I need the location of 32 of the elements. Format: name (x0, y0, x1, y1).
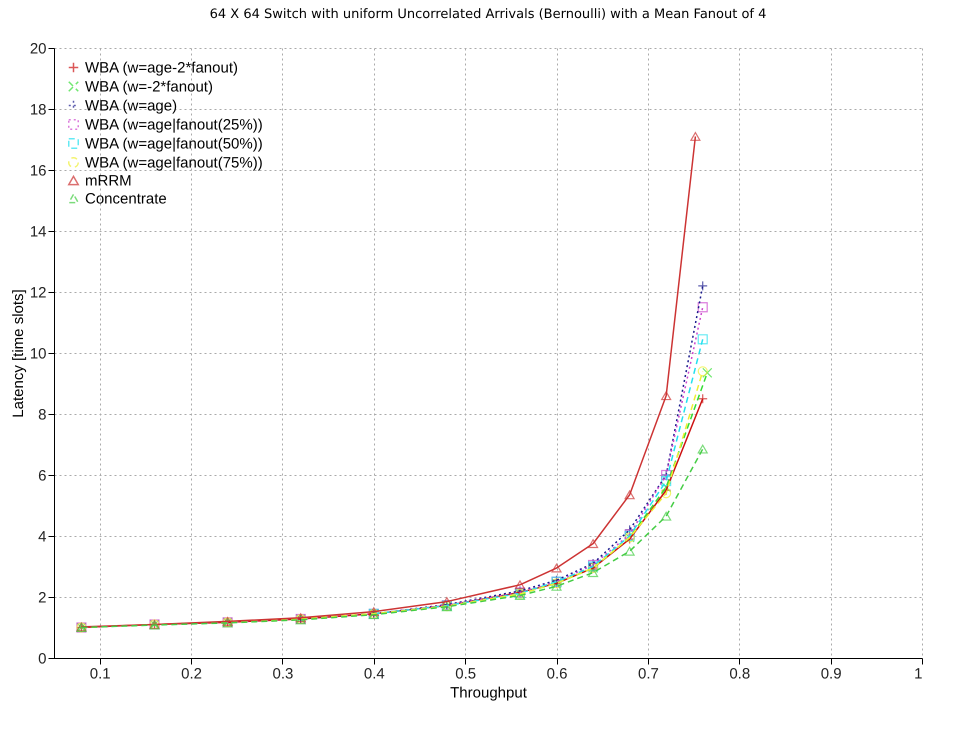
y-tick-label: 18 (30, 102, 46, 118)
x-tick-label: 0.8 (729, 666, 750, 682)
y-tick-label: 2 (38, 590, 46, 606)
y-tick-label: 12 (30, 284, 46, 302)
x-axis-title: Throughput (450, 684, 528, 702)
legend-label: WBA (w=age|fanout(25%)) (85, 116, 263, 134)
chart-title: 64 X 64 Switch with uniform Uncorrelated Arrivals (Bernoulli) with a Mean Fanout of 4 (210, 7, 766, 22)
legend-label: WBA (w=age-2*fanout) (85, 60, 238, 76)
legend-label: Concentrate (85, 190, 167, 208)
legend-label: WBA (w=age|fanout(50%)) (85, 136, 263, 152)
y-tick-label: 14 (30, 224, 46, 240)
y-tick-label: 16 (30, 162, 46, 180)
y-tick-label: 8 (38, 406, 46, 424)
y-tick-label: 10 (30, 346, 46, 362)
legend-label: mRRM (85, 172, 132, 190)
y-axis-title: Latency [time slots] (10, 289, 27, 418)
y-tick-label: 20 (30, 40, 46, 58)
legend-label: WBA (w=age) (85, 98, 178, 114)
x-tick-label: 0.3 (272, 666, 294, 682)
legend-label: WBA (w=age|fanout(75%)) (85, 154, 263, 172)
x-tick-label: 0.1 (90, 666, 111, 682)
y-tick-label: 4 (38, 528, 46, 546)
y-tick-label: 0 (38, 650, 46, 668)
x-tick-label: 0.6 (546, 666, 568, 682)
x-tick-label: 0.5 (455, 666, 476, 682)
x-tick-label: 0.4 (364, 666, 385, 682)
x-tick-label: 0.7 (638, 666, 659, 682)
y-tick-label: 6 (38, 468, 46, 484)
x-tick-label: 0.2 (181, 666, 202, 682)
x-tick-label: 1 (914, 666, 922, 682)
legend-label: WBA (w=-2*fanout) (85, 78, 213, 96)
x-tick-label: 0.9 (820, 666, 842, 682)
